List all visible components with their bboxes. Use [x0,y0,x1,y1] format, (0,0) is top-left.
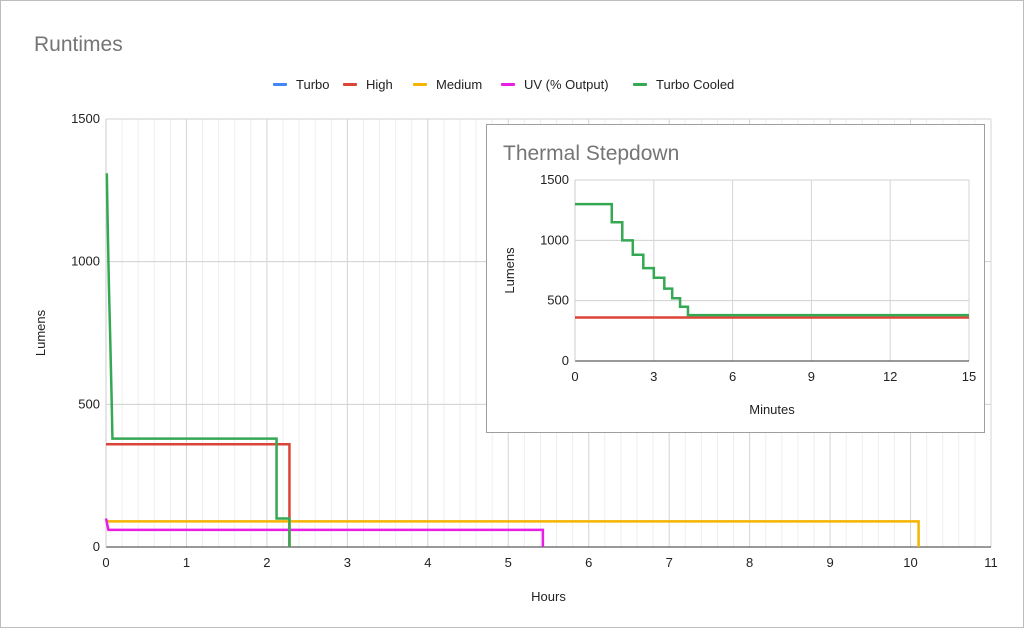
chart-title: Runtimes [34,33,123,56]
y-tick-label: 1000 [540,232,569,247]
x-tick-label: 1 [183,555,190,570]
legend-item-turbo: Turbo [273,77,329,92]
x-tick-label: 0 [102,555,109,570]
y-tick-label: 500 [547,293,569,308]
y-tick-label: 500 [78,396,100,411]
legend-swatch-uv-output [501,83,515,86]
y-axis-label: Lumens [33,309,48,356]
y-tick-label: 0 [93,539,100,554]
y-tick-label: 0 [562,353,569,368]
x-axis-label: Minutes [749,402,795,417]
x-tick-label: 15 [962,369,976,384]
x-tick-label: 3 [650,369,657,384]
legend-swatch-turbo [273,83,287,86]
legend-label-medium: Medium [436,77,482,92]
x-tick-label: 10 [903,555,917,570]
legend-swatch-high [343,83,357,86]
thermal-stepdown-chart: Thermal Stepdown 0 500 1000 1500 0 3 6 9 12 15 Minu… [502,142,976,417]
x-axis-label: Hours [531,589,566,604]
chart-title: Thermal Stepdown [503,142,679,165]
legend: Turbo High Medium UV (% Output) Turbo Cooled [273,77,734,92]
x-tick-label: 0 [571,369,578,384]
x-tick-label: 2 [263,555,270,570]
series-line-uv-output [104,518,545,547]
x-tick-label: 7 [666,555,673,570]
y-tick-label: 1500 [540,172,569,187]
legend-label-high: High [366,77,393,92]
x-tick-label: 4 [424,555,431,570]
legend-label-turbo: Turbo [296,77,329,92]
y-axis-label: Lumens [502,247,517,294]
series-line-medium [106,520,920,547]
x-tick-label: 3 [344,555,351,570]
x-tick-label: 9 [808,369,815,384]
x-tick-label: 12 [883,369,897,384]
legend-item-turbo-cooled: Turbo Cooled [633,77,734,92]
x-tick-label: 6 [729,369,736,384]
series-line-turbo-cooled [105,173,291,547]
x-tick-label: 6 [585,555,592,570]
thermal-stepdown-inset: Thermal Stepdown 0 500 1000 1500 0 3 6 9 12 15 Minu… [486,124,985,433]
legend-swatch-medium [413,83,427,86]
series-line-turbo-cooled [575,202,969,317]
x-tick-label: 8 [746,555,753,570]
x-tick-label: 11 [984,555,998,570]
series-line-high [106,443,291,547]
legend-label-turbo-cooled: Turbo Cooled [656,77,734,92]
y-tick-label: 1500 [71,111,100,126]
legend-item-medium: Medium [413,77,482,92]
y-tick-label: 1000 [71,254,100,269]
legend-item-uv-output: UV (% Output) [501,77,609,92]
x-tick-label: 5 [505,555,512,570]
x-tick-label: 9 [826,555,833,570]
legend-item-high: High [343,77,393,92]
legend-label-uv-output: UV (% Output) [524,77,609,92]
legend-swatch-turbo-cooled [633,83,647,86]
